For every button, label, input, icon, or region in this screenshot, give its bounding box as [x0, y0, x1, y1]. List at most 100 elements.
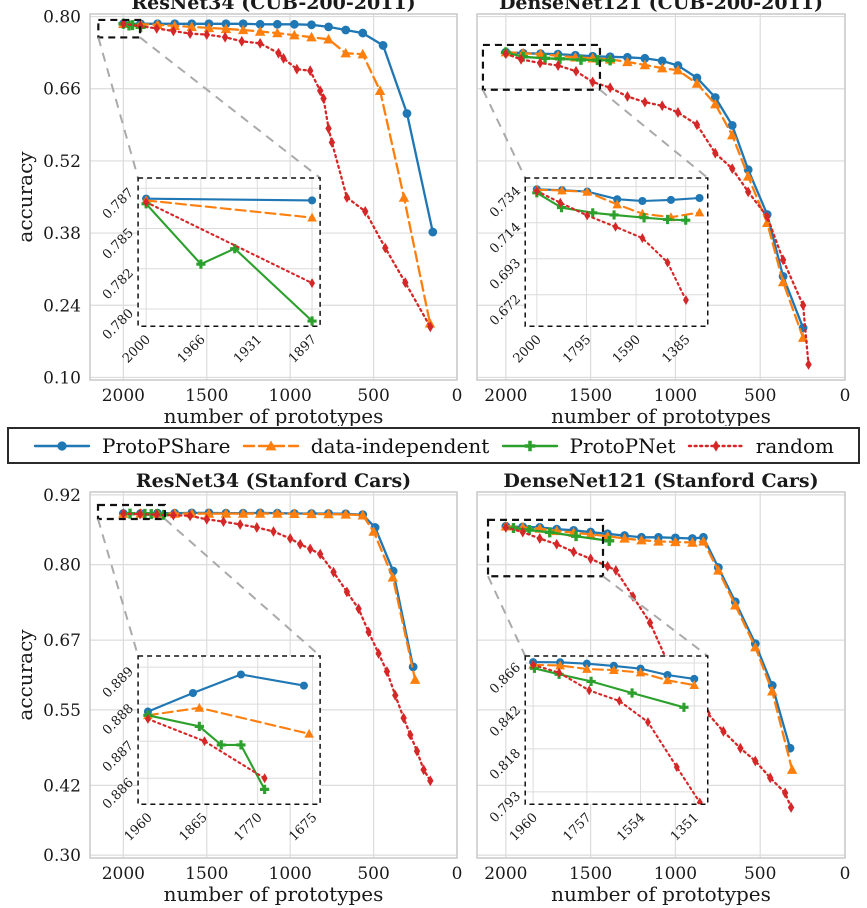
- svg-text:1960: 1960: [507, 810, 541, 844]
- zoom-region-rect: [486, 518, 605, 578]
- svg-text:0: 0: [840, 864, 851, 884]
- series-line-random: [504, 526, 793, 809]
- svg-text:0.780: 0.780: [100, 306, 137, 343]
- chart-densenet121-stanford-cars: 1960 1757 1554 13510.7930.8180.8420.8662000…: [476, 470, 850, 906]
- x-axis-label: number of prototypes: [164, 882, 384, 906]
- chart-resnet34-stanford-cars: 1960 1865 1770 16750.8860.8870.8880.8892000…: [13, 470, 462, 906]
- series-markers-random: [120, 18, 434, 333]
- svg-text:1897: 1897: [286, 332, 320, 366]
- svg-text:0.42: 0.42: [43, 776, 81, 796]
- svg-text:1675: 1675: [286, 810, 320, 844]
- svg-text:1000: 1000: [269, 864, 312, 884]
- svg-text:1000: 1000: [654, 386, 697, 406]
- svg-text:0.92: 0.92: [43, 486, 81, 506]
- svg-text:1590: 1590: [610, 332, 644, 366]
- svg-text:0.888: 0.888: [100, 701, 137, 738]
- svg-text:0.80: 0.80: [43, 556, 81, 576]
- svg-text:0: 0: [452, 864, 463, 884]
- tick-labels: 2000 1500 1000 500 0 0.10 0.24 0.38 0.52 0.66 0.80: [43, 8, 462, 406]
- svg-text:1500: 1500: [185, 386, 228, 406]
- series-line-data-independent: [504, 50, 805, 339]
- zoom-connector-lines: [97, 518, 321, 657]
- series-line-ProtoPShare: [146, 673, 305, 713]
- series-line-data-independent: [122, 512, 417, 681]
- svg-text:1500: 1500: [569, 864, 612, 884]
- svg-text:1966: 1966: [175, 332, 209, 366]
- series-line-ProtoPShare: [122, 511, 415, 669]
- plot-border: [476, 13, 846, 381]
- legend-item-random: random: [687, 434, 834, 458]
- zoom-region-rect: [96, 503, 167, 521]
- svg-text:0.30: 0.30: [43, 846, 81, 866]
- svg-text:1795: 1795: [560, 332, 594, 366]
- svg-text:0.66: 0.66: [43, 80, 81, 100]
- svg-text:0.787: 0.787: [100, 186, 137, 223]
- chart-resnet34-cub: 2000 1966 1931 18970.7800.7820.7850.7872000…: [13, 0, 462, 426]
- svg-text:1770: 1770: [232, 810, 266, 844]
- data-independent-line-icon: [242, 439, 299, 450]
- x-axis-label: number of prototypes: [164, 404, 384, 426]
- series-line-ProtoPShare: [145, 197, 314, 202]
- series-line-random: [145, 201, 314, 285]
- zoom-connector-lines: [487, 575, 709, 657]
- svg-text:500: 500: [744, 864, 776, 884]
- svg-text:0.67: 0.67: [43, 631, 81, 651]
- legend: ProtoPShare data-independent ProtoPNet r…: [7, 427, 860, 464]
- y-axis-label: accuracy: [13, 151, 37, 243]
- svg-text:1931: 1931: [231, 332, 265, 366]
- svg-text:2000: 2000: [484, 386, 527, 406]
- x-axis-label: number of prototypes: [551, 404, 771, 426]
- legend-item-data-independent: data-independent: [242, 434, 489, 458]
- plot-series: [500, 520, 798, 813]
- svg-text:0.782: 0.782: [100, 266, 137, 303]
- plot-series: [118, 508, 434, 787]
- svg-text:1351: 1351: [668, 810, 702, 844]
- series-line-ProtoPNet: [145, 202, 314, 323]
- tick-labels: 2000 1500 1000 500 0: [484, 864, 850, 884]
- series-markers-random: [144, 713, 268, 784]
- svg-text:0: 0: [840, 386, 851, 406]
- svg-text:0.887: 0.887: [100, 738, 137, 775]
- series-line-data-independent: [145, 199, 314, 219]
- svg-text:1000: 1000: [654, 864, 697, 884]
- legend-item-protopshare: ProtoPShare: [33, 434, 231, 458]
- svg-text:0.10: 0.10: [43, 368, 81, 388]
- protopshare-line-icon: [33, 440, 91, 451]
- legend-label-data-independent: data-independent: [310, 433, 490, 458]
- plot-border: [476, 491, 846, 859]
- legend-label-random: random: [755, 433, 834, 458]
- tick-labels: 2000 1500 1000 500 0 0.30 0.42 0.55 0.67 0.80 0.92: [43, 486, 462, 884]
- series-markers-random: [143, 197, 315, 289]
- plot-series: [118, 18, 438, 333]
- chart-densenet121-cub: 2000 1795 1590 13850.6720.6930.7140.7342000…: [476, 0, 850, 426]
- chart-title: DenseNet121 (CUB-200-2011): [499, 0, 823, 14]
- svg-text:2000: 2000: [102, 864, 145, 884]
- svg-text:0.52: 0.52: [43, 152, 81, 172]
- svg-text:1960: 1960: [122, 810, 156, 844]
- series-line-data-independent: [122, 22, 432, 325]
- series-markers-ProtoPShare: [529, 658, 699, 683]
- svg-text:1000: 1000: [269, 386, 312, 406]
- plot-border: [89, 491, 458, 859]
- svg-text:500: 500: [357, 386, 389, 406]
- svg-text:0.38: 0.38: [43, 224, 81, 244]
- legend-label-protopnet: ProtoPNet: [569, 433, 676, 458]
- chart-title: ResNet34 (Stanford Cars): [136, 470, 411, 492]
- svg-text:0.80: 0.80: [43, 8, 81, 28]
- svg-text:0.55: 0.55: [43, 701, 81, 721]
- svg-text:0.24: 0.24: [43, 296, 81, 316]
- chart-title: ResNet34 (CUB-200-2011): [131, 0, 415, 14]
- chart-title: DenseNet121 (Stanford Cars): [503, 470, 818, 492]
- zoom-region-rect: [481, 43, 602, 91]
- zoom-connector-lines: [482, 89, 709, 179]
- svg-text:1500: 1500: [569, 386, 612, 406]
- zoom-connector-lines: [97, 36, 321, 179]
- plot-border: [89, 13, 458, 381]
- svg-text:0.785: 0.785: [100, 226, 137, 263]
- tick-labels: 2000 1500 1000 500 0: [484, 386, 850, 406]
- svg-text:500: 500: [357, 864, 389, 884]
